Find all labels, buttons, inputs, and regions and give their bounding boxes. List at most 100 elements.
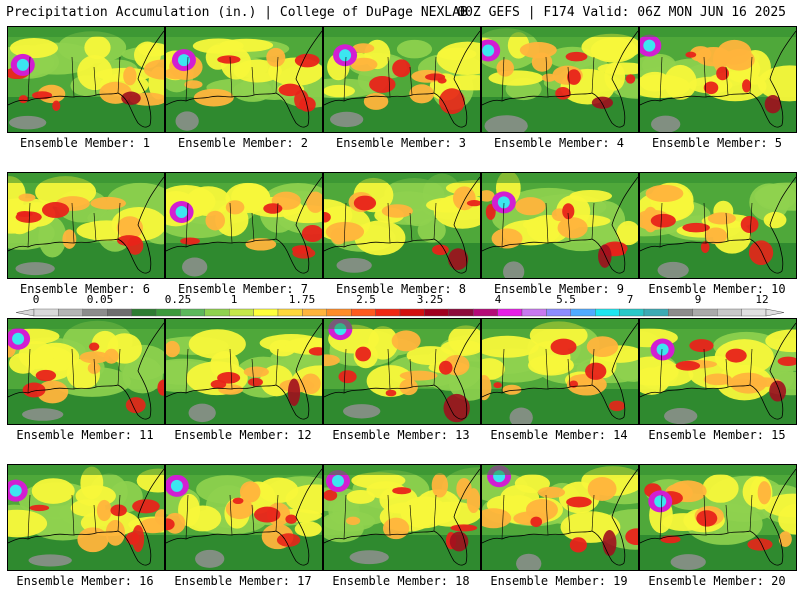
- ensemble-member-label: Ensemble Member: 11: [16, 428, 154, 442]
- precip-field: [324, 27, 480, 132]
- colorbar-swatch: [302, 308, 327, 317]
- colorbar-graphic: [15, 308, 785, 317]
- ensemble-member-map: [165, 172, 323, 279]
- colorbar-swatch: [497, 308, 523, 317]
- colorbar-swatch: [33, 308, 59, 317]
- precip-field: [640, 319, 796, 424]
- precip-field: [482, 27, 638, 132]
- ensemble-member-map: [7, 172, 165, 279]
- precip-field: [640, 173, 796, 278]
- ensemble-member-label: Ensemble Member: 9: [493, 282, 625, 296]
- colorbar-swatch: [375, 308, 401, 317]
- colorbar-tick-label: 3.25: [416, 293, 444, 306]
- ensemble-member-label: Ensemble Member: 7: [177, 282, 309, 296]
- colorbar-swatch: [106, 308, 132, 317]
- precip-colorbar: 0 0.05 0.25 1 1.75 2.5 3.25 4 5.5 7 9 12: [10, 293, 790, 319]
- ensemble-member-label: Ensemble Member: 10: [648, 282, 786, 296]
- ensemble-member-label: Ensemble Member: 20: [648, 574, 786, 588]
- ensemble-member-map: [7, 26, 165, 133]
- ensemble-member-map: [481, 464, 639, 571]
- precip-field: [8, 173, 164, 278]
- colorbar-swatch: [424, 308, 449, 317]
- colorbar-swatch: [717, 308, 742, 317]
- ensemble-member-map: [323, 26, 481, 133]
- colorbar-swatch: [473, 308, 498, 317]
- colorbar-max-arrow: [765, 308, 785, 317]
- precip-field: [166, 173, 322, 278]
- ensemble-member-label: Ensemble Member: 1: [19, 136, 151, 150]
- colorbar-swatch: [692, 308, 718, 317]
- ensemble-member-map: [7, 318, 165, 425]
- ensemble-member-map: [639, 318, 797, 425]
- ensemble-member-label: Ensemble Member: 16: [16, 574, 154, 588]
- colorbar-tick-label: 9: [694, 293, 702, 306]
- ensemble-member-map: [639, 26, 797, 133]
- model-run-valid-time: 00Z GEFS | F174 Valid: 06Z MON JUN 16 20…: [457, 5, 786, 20]
- precip-field: [166, 319, 322, 424]
- ensemble-member-label: Ensemble Member: 8: [335, 282, 467, 296]
- ensemble-member-map: [7, 464, 165, 571]
- colorbar-swatch: [399, 308, 425, 317]
- precip-field: [640, 465, 796, 570]
- ensemble-member-map: [323, 318, 481, 425]
- ensemble-member-map: [481, 172, 639, 279]
- colorbar-swatch: [155, 308, 181, 317]
- colorbar-swatch: [326, 308, 352, 317]
- ensemble-member-map: [165, 464, 323, 571]
- ensemble-member-label: Ensemble Member: 13: [332, 428, 470, 442]
- ensemble-member-label: Ensemble Member: 18: [332, 574, 470, 588]
- ensemble-member-map: [639, 172, 797, 279]
- colorbar-tick-label: 2.5: [356, 293, 376, 306]
- ensemble-member-label: Ensemble Member: 6: [19, 282, 151, 296]
- ensemble-member-label: Ensemble Member: 19: [490, 574, 628, 588]
- colorbar-tick-label: 1: [230, 293, 238, 306]
- colorbar-swatch: [643, 308, 669, 317]
- ensemble-member-map: [165, 26, 323, 133]
- colorbar-min-arrow: [15, 308, 35, 317]
- precip-field: [482, 465, 638, 570]
- ensemble-member-label: Ensemble Member: 5: [651, 136, 783, 150]
- colorbar-tick-label: 0: [32, 293, 40, 306]
- precip-field: [482, 173, 638, 278]
- ensemble-member-label: Ensemble Member: 15: [648, 428, 786, 442]
- colorbar-swatch: [521, 308, 547, 317]
- colorbar-swatch: [204, 308, 230, 317]
- colorbar-swatch: [351, 308, 376, 317]
- ensemble-member-label: Ensemble Member: 12: [174, 428, 312, 442]
- precip-field: [8, 465, 164, 570]
- colorbar-swatch: [58, 308, 84, 317]
- colorbar-swatch: [180, 308, 205, 317]
- colorbar-swatch: [253, 308, 279, 317]
- colorbar-tick-label: 5.5: [556, 293, 576, 306]
- colorbar-swatch: [595, 308, 620, 317]
- ensemble-member-label: Ensemble Member: 17: [174, 574, 312, 588]
- colorbar-tick-label: 7: [626, 293, 634, 306]
- colorbar-tick-label: 1.75: [288, 293, 316, 306]
- precip-field: [166, 465, 322, 570]
- colorbar-swatch: [228, 308, 254, 317]
- ensemble-member-map: [481, 318, 639, 425]
- ensemble-member-label: Ensemble Member: 14: [490, 428, 628, 442]
- precip-field: [324, 319, 480, 424]
- colorbar-tick-label: 12: [755, 293, 769, 306]
- precip-field: [324, 173, 480, 278]
- colorbar-tick-label: 0.25: [164, 293, 192, 306]
- colorbar-swatch: [82, 308, 108, 317]
- ensemble-member-label: Ensemble Member: 2: [177, 136, 309, 150]
- colorbar-swatch: [619, 308, 645, 317]
- colorbar-tick-label: 0.05: [86, 293, 114, 306]
- precip-field: [324, 465, 480, 570]
- colorbar-swatch: [741, 308, 767, 317]
- precip-field: [8, 319, 164, 424]
- colorbar-tick-label: 4: [494, 293, 502, 306]
- precip-field: [482, 319, 638, 424]
- colorbar-swatch: [570, 308, 596, 317]
- ensemble-member-map: [639, 464, 797, 571]
- ensemble-member-map: [323, 172, 481, 279]
- chart-title: Precipitation Accumulation (in.) | Colle…: [6, 5, 468, 20]
- ensemble-member-map: [323, 464, 481, 571]
- ensemble-member-label: Ensemble Member: 4: [493, 136, 625, 150]
- ensemble-member-map: [165, 318, 323, 425]
- colorbar-swatch: [546, 308, 572, 317]
- ensemble-member-map: [481, 26, 639, 133]
